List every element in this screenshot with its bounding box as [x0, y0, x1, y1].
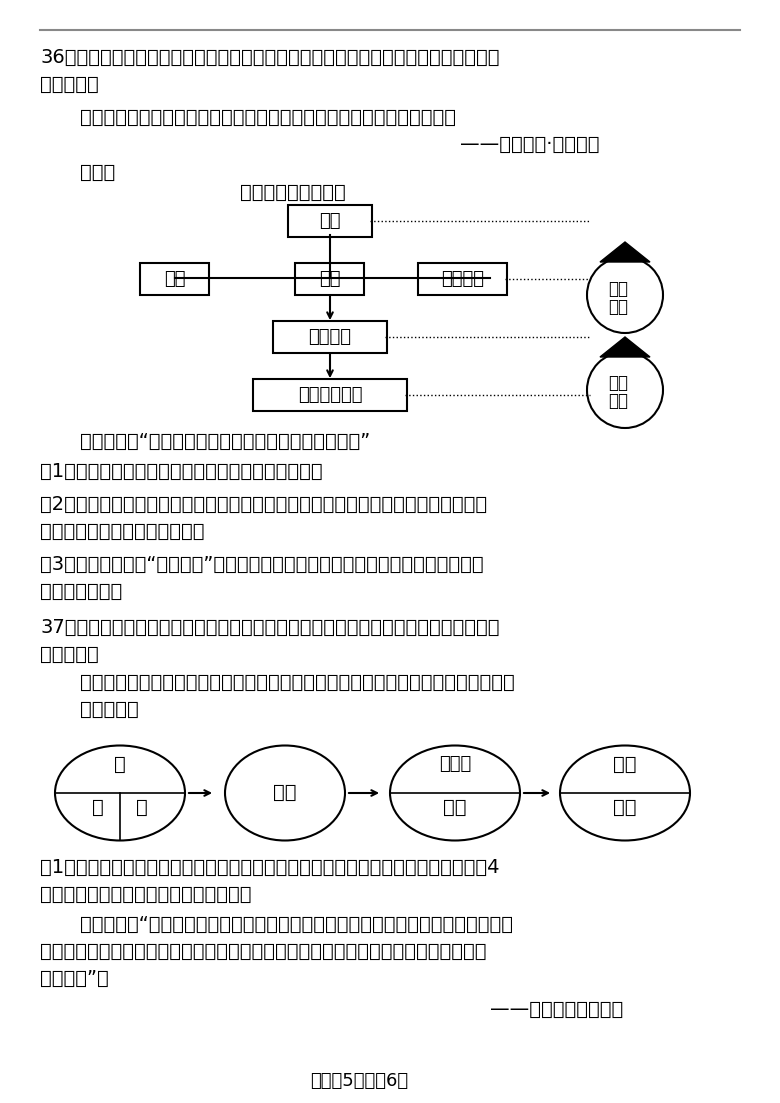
Text: 政府: 政府 [608, 298, 628, 315]
Text: 泽中采集植物果实和贝类为食；放火烧荒，耕种水田；不需要商人贩卖货物，没有非常: 泽中采集植物果实和贝类为食；放火烧荒，耕种水田；不需要商人贩卖货物，没有非常 [40, 942, 487, 961]
Text: 以下问题。: 以下问题。 [40, 645, 99, 664]
Polygon shape [600, 242, 650, 263]
Text: 御史大夫: 御史大夫 [441, 270, 484, 288]
Ellipse shape [390, 746, 520, 840]
Text: 36．秦汉四百余年的孕育与熔铸，为悠久灿烂的中华文明奠定了基础。阅读下列材料，: 36．秦汉四百余年的孕育与熔铸，为悠久灿烂的中华文明奠定了基础。阅读下列材料， [40, 49, 499, 67]
Text: 丰裕的人”。: 丰裕的人”。 [40, 970, 108, 988]
FancyBboxPatch shape [140, 263, 209, 295]
Text: 政府: 政府 [608, 392, 628, 410]
FancyBboxPatch shape [273, 321, 387, 353]
Text: 材料一　　三国两晋南北朝时期，我国由大一统走向分裂，又由分裂重新走向大一统: 材料一 三国两晋南北朝时期，我国由大一统走向分裂，又由分裂重新走向大一统 [80, 673, 515, 692]
Text: 南朝: 南朝 [613, 797, 636, 817]
Ellipse shape [55, 746, 185, 840]
Text: 吴: 吴 [136, 797, 148, 817]
Text: 北朝: 北朝 [613, 754, 636, 774]
Text: 材料一　　商君治秦，法令至行，公平无私，罚不讳强大，赏不私亲近。: 材料一 商君治秦，法令至行，公平无私，罚不讳强大，赏不私亲近。 [80, 108, 456, 127]
Text: 秦朝政治建制示意图: 秦朝政治建制示意图 [240, 183, 346, 202]
Text: 丞相: 丞相 [319, 270, 340, 288]
Text: 十六国: 十六国 [439, 754, 471, 773]
Text: 地方: 地方 [608, 374, 628, 392]
Text: （1）材料一中的商君是谁？变法的历史意义是什么？: （1）材料一中的商君是谁？变法的历史意义是什么？ [40, 462, 323, 481]
Text: 太尉: 太尉 [164, 270, 186, 288]
Ellipse shape [225, 746, 345, 840]
Text: 制度，加强中央对地方的直辖？: 制度，加强中央对地方的直辖？ [40, 522, 204, 540]
Circle shape [587, 257, 663, 333]
Polygon shape [600, 338, 650, 357]
Text: 皇帝: 皇帝 [319, 212, 341, 231]
FancyBboxPatch shape [253, 379, 407, 411]
Text: （2）根据材料二结合所学知识回答：秦朝的最高统治者是谁？在地方，秦朝推行什么: （2）根据材料二结合所学知识回答：秦朝的最高统治者是谁？在地方，秦朝推行什么 [40, 495, 487, 514]
Text: 样的历史地位？: 样的历史地位？ [40, 582, 122, 601]
Text: ——《战国策·秦策一》: ——《战国策·秦策一》 [460, 135, 600, 154]
Text: 西晋: 西晋 [273, 783, 296, 802]
Text: 回答问题。: 回答问题。 [40, 75, 99, 94]
FancyBboxPatch shape [288, 205, 372, 237]
FancyBboxPatch shape [418, 263, 507, 295]
Text: 材料三　　“孝武初立，卓然罢黜百家，表章《六经》”: 材料三 “孝武初立，卓然罢黜百家，表章《六经》” [80, 432, 370, 451]
Text: 试卷第5页，总6页: 试卷第5页，总6页 [310, 1072, 408, 1090]
Text: 材料二　　“（江南）地域辽阔而人烟稀少；稻米和鱼是主要食物，人们还可以从山: 材料二 “（江南）地域辽阔而人烟稀少；稻米和鱼是主要食物，人们还可以从山 [80, 915, 513, 934]
FancyBboxPatch shape [295, 263, 364, 295]
Text: （如图）。: （如图）。 [80, 700, 139, 719]
Text: 材料二: 材料二 [80, 163, 115, 182]
Text: ——西汉《史记》译文: ——西汉《史记》译文 [490, 1000, 623, 1019]
Text: 东晋: 东晋 [443, 797, 466, 817]
Text: （1）根据材料一回答：在三国鼎立局面形成的过程中，起到关键作用的战役是什么？4: （1）根据材料一回答：在三国鼎立局面形成的过程中，起到关键作用的战役是什么？4 [40, 858, 499, 877]
Text: 县（令或长）: 县（令或长） [298, 386, 362, 404]
Text: 中央: 中央 [608, 280, 628, 298]
Text: 蜀: 蜀 [92, 797, 104, 817]
Text: 37．三国两晋南北朝时期，王朝更替，民族迁徙，频繁又复杂。请结合所学知识，探究: 37．三国两晋南北朝时期，王朝更替，民族迁徙，频繁又复杂。请结合所学知识，探究 [40, 618, 499, 638]
Circle shape [587, 352, 663, 428]
Text: 郡（守）: 郡（守） [309, 328, 352, 346]
Text: 世纪后期，统一黄河流域的是哪个政权？: 世纪后期，统一黄河流域的是哪个政权？ [40, 885, 251, 904]
Ellipse shape [560, 746, 690, 840]
Text: 魏: 魏 [114, 754, 126, 774]
Text: （3）材料三：孝武“罢黜百家”后，哪一学说被立为正统思想？此后，该学说具有怎: （3）材料三：孝武“罢黜百家”后，哪一学说被立为正统思想？此后，该学说具有怎 [40, 555, 484, 574]
